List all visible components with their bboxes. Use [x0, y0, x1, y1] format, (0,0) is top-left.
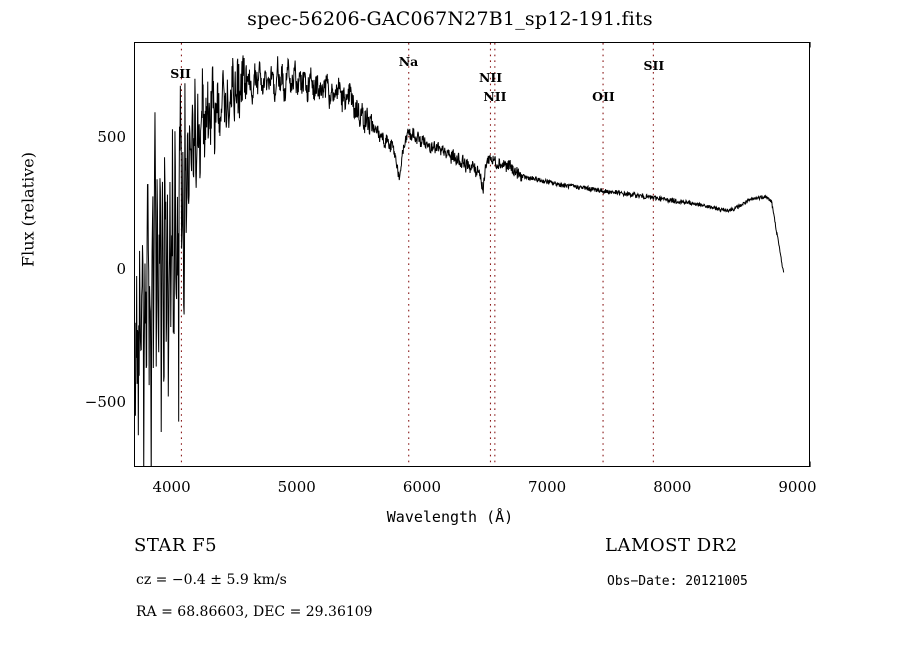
spectrum-plot: [135, 43, 809, 466]
line-label-oii-4: OII: [592, 89, 615, 104]
y-tick-label-0: 0: [116, 260, 126, 279]
plot-area: [134, 42, 810, 467]
x-tick-label-7000: 7000: [528, 478, 567, 496]
page-title: spec-56206-GAC067N27B1_sp12-191.fits: [247, 8, 653, 30]
survey-name: LAMOST DR2: [605, 535, 738, 556]
spectrum-trace: [135, 55, 784, 466]
x-tick-label-5000: 5000: [277, 478, 316, 496]
line-label-na-1: Na: [398, 54, 419, 69]
x-tick-label-4000: 4000: [152, 478, 191, 496]
line-label-sii-5: SII: [643, 58, 665, 73]
redshift-velocity: cz = −0.4 ± 5.9 km/s: [136, 572, 287, 588]
observation-date: Obs−Date: 20121005: [607, 574, 748, 589]
y-tick-label--500: −500: [84, 393, 126, 412]
x-tick-label-9000: 9000: [778, 478, 817, 496]
x-tick-label-6000: 6000: [402, 478, 442, 496]
line-label-nii-3: NII: [483, 89, 507, 104]
object-class: STAR F5: [134, 535, 218, 556]
line-label-sii-0: SII: [170, 66, 191, 81]
y-axis-label: Flux (relative): [18, 152, 38, 267]
coordinates: RA = 68.86603, DEC = 29.36109: [136, 604, 373, 620]
y-tick-label-500: 500: [97, 127, 126, 146]
line-label-nii-2: NII: [478, 70, 503, 85]
x-tick-label-8000: 8000: [653, 478, 692, 496]
x-axis-label: Wavelength (Å): [386, 508, 514, 526]
